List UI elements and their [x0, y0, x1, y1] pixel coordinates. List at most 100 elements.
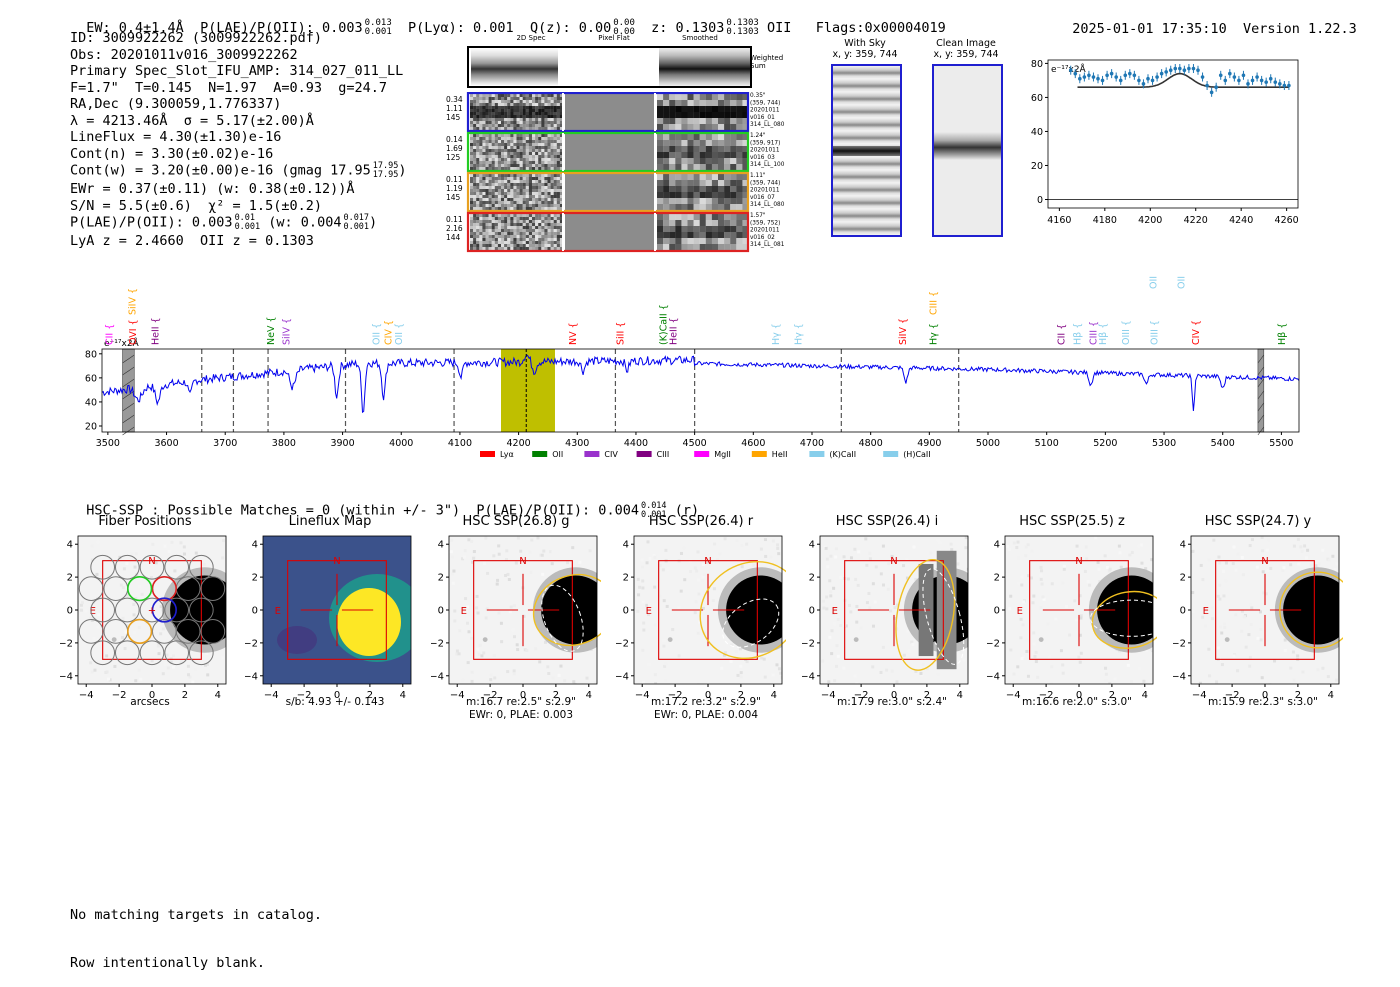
- cutout-noise: [546, 665, 550, 669]
- noise-pixel: [482, 198, 486, 202]
- legend-label: Lyα: [500, 450, 514, 459]
- legend-swatch: [694, 451, 710, 457]
- noise-pixel: [532, 161, 536, 165]
- smoothed-pixel: [693, 106, 700, 113]
- noise-pixel: [504, 112, 508, 116]
- noise-pixel: [519, 100, 523, 104]
- noise-pixel: [510, 186, 514, 190]
- zoom-data-point: [1196, 68, 1200, 73]
- noise-pixel: [559, 152, 564, 156]
- cutout-noise: [1059, 649, 1063, 653]
- noise-pixel: [522, 149, 526, 153]
- cutout-noise: [879, 572, 883, 576]
- noise-pixel: [513, 115, 517, 119]
- cutout-noise: [637, 593, 641, 597]
- noise-pixel: [507, 137, 511, 141]
- noise-pixel: [476, 229, 480, 233]
- smoothed-pixel: [669, 164, 676, 171]
- noise-pixel: [522, 183, 526, 187]
- smoothed-pixel: [675, 112, 682, 119]
- smoothed-pixel: [705, 158, 712, 165]
- cutout-noise: [1012, 541, 1016, 545]
- noise-pixel: [494, 223, 498, 227]
- panel-y-tick-label: −4: [802, 671, 815, 682]
- noise-pixel: [553, 124, 557, 128]
- smoothed-pixel: [711, 152, 719, 159]
- noise-pixel: [473, 226, 477, 230]
- cutout-noise: [966, 567, 968, 571]
- noise-pixel: [516, 223, 520, 227]
- panel-y-tick-label: 2: [67, 573, 73, 584]
- cutout-noise: [593, 681, 597, 684]
- pixel-flat: [565, 174, 654, 210]
- cutout-noise: [907, 649, 911, 653]
- fiber-circle: [200, 619, 226, 644]
- noise-pixel: [516, 112, 520, 116]
- noise-pixel: [482, 158, 486, 162]
- noise-pixel: [556, 94, 560, 98]
- noise-pixel: [556, 192, 560, 196]
- noise-pixel: [488, 244, 492, 248]
- weighted-sum-cutout: [467, 46, 752, 88]
- legend-swatch: [751, 451, 767, 457]
- noise-pixel: [485, 134, 489, 138]
- smoothed-pixel: [730, 106, 737, 113]
- smoothed-pixel: [711, 198, 719, 205]
- line-label: Hβ {: [1073, 323, 1084, 345]
- noise-pixel: [538, 189, 542, 193]
- noise-pixel: [538, 167, 542, 171]
- noise-pixel: [485, 115, 489, 119]
- smoothed-pixel: [657, 220, 664, 227]
- noise-pixel: [535, 201, 539, 205]
- smoothed-pixel: [687, 214, 694, 221]
- noise-pixel: [470, 100, 474, 104]
- smoothed-pixel: [742, 94, 749, 101]
- spectrum-x-tick-label: 5400: [1211, 438, 1235, 449]
- cutout-noise: [822, 606, 826, 610]
- noise-pixel: [519, 127, 523, 131]
- noise-pixel: [507, 167, 511, 171]
- smoothed-pixel: [675, 180, 682, 187]
- noise-pixel: [559, 146, 564, 150]
- cutout-noise: [1215, 680, 1219, 684]
- smoothed-pixel: [663, 124, 670, 131]
- imaging-panel: HSC SSP(26.8) g N E −4 −2 0 2 4 4 2 0 −2 −4 m:16.7 re…: [431, 510, 601, 725]
- smoothed-pixel: [657, 118, 664, 125]
- noise-pixel: [559, 180, 564, 184]
- smoothed-pixel: [742, 106, 749, 113]
- cutout-noise: [836, 618, 840, 622]
- noise-pixel: [528, 204, 533, 208]
- noise-pixel: [553, 183, 557, 187]
- panel-caption: m:16.7 re:2.5" s:2.9": [466, 696, 576, 708]
- noise-pixel: [550, 106, 554, 110]
- zoom-data-point: [1159, 71, 1164, 76]
- noise-pixel: [491, 198, 495, 202]
- noise-pixel: [513, 164, 517, 168]
- noise-pixel: [516, 158, 520, 162]
- noise-pixel: [544, 174, 548, 178]
- east-label: E: [1017, 606, 1023, 617]
- noise-pixel: [538, 207, 542, 211]
- noise-pixel: [510, 244, 514, 248]
- noise-pixel: [535, 155, 539, 159]
- noise-pixel: [497, 177, 502, 181]
- cutout-noise: [642, 680, 646, 684]
- noise-pixel: [535, 238, 539, 242]
- noise-pixel: [513, 244, 517, 248]
- noise-pixel: [501, 149, 505, 153]
- smoothed-pixel: [724, 244, 731, 251]
- smoothed-pixel: [693, 112, 700, 119]
- noise-pixel: [525, 192, 529, 196]
- cutout-noise: [466, 621, 470, 625]
- noise-pixel: [479, 180, 483, 184]
- noise-pixel: [497, 207, 502, 211]
- cutout-noise: [519, 549, 523, 553]
- noise-pixel: [535, 226, 539, 230]
- noise-pixel: [522, 220, 526, 224]
- noise-pixel: [482, 134, 486, 138]
- masked-hatch: [122, 426, 135, 436]
- noise-pixel: [544, 127, 548, 131]
- noise-pixel: [510, 226, 514, 230]
- noise-pixel: [488, 124, 492, 128]
- zoom-data-point: [1273, 80, 1278, 84]
